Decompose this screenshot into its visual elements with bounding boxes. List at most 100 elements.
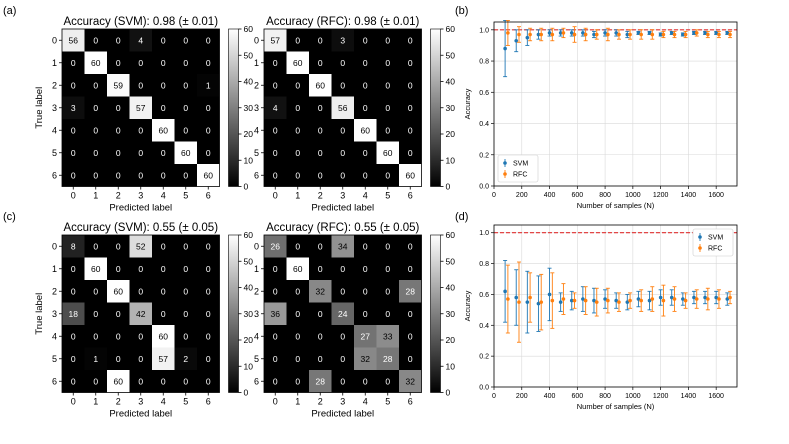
cm-cell	[376, 164, 399, 187]
cm-cell-value: 0	[340, 148, 345, 158]
data-point	[636, 31, 641, 35]
cm-cell	[107, 280, 130, 303]
cm-cell	[197, 51, 220, 74]
cm-cell-value: 0	[340, 58, 345, 68]
cm-cell-value: 60	[293, 264, 303, 274]
cm-cell-value: 24	[338, 309, 348, 319]
cm-cell-value: 0	[363, 170, 368, 180]
data-point	[658, 32, 663, 37]
cm-cell-value: 60	[114, 376, 124, 386]
cm-cell	[376, 370, 399, 393]
legend-label: SVM	[708, 235, 723, 242]
colorbar-tick-label: 40	[244, 77, 254, 87]
cm-cell-value: 0	[116, 58, 121, 68]
data-point	[536, 301, 541, 306]
cm-cell-value: 0	[363, 35, 368, 45]
cm-cell	[62, 51, 85, 74]
x-tick-label: 0	[71, 397, 76, 407]
cm-cell-value: 59	[114, 80, 124, 90]
cm-cell-value: 0	[273, 125, 278, 135]
cm-cell-value: 0	[161, 286, 166, 296]
data-point	[672, 297, 677, 301]
cm-cell	[84, 235, 107, 258]
cm-cell-value: 0	[273, 286, 278, 296]
cm-cell-value: 0	[273, 80, 278, 90]
data-point	[728, 32, 732, 37]
cm-cell-value: 0	[161, 309, 166, 319]
cm-cell	[354, 96, 377, 119]
cm-cell-value: 0	[295, 35, 300, 45]
cm-cell	[354, 141, 377, 164]
colorbar-tick-label: 10	[244, 361, 254, 371]
y-tick-label: 2	[52, 80, 57, 90]
data-point	[603, 297, 607, 301]
cm-cell-value: 34	[338, 241, 348, 251]
colorbar-tick-label: 50	[244, 50, 254, 60]
cm-cell-value: 2	[183, 354, 188, 364]
cm-cell	[152, 325, 175, 348]
cm-cell-value: 0	[161, 376, 166, 386]
cm-cell	[331, 119, 354, 142]
data-point	[681, 297, 685, 301]
cm-cell-value: 0	[295, 309, 300, 319]
y-tick-label: 3	[254, 103, 259, 113]
data-point	[647, 31, 652, 35]
cm-cell	[286, 74, 309, 97]
cm-cell-value: 0	[116, 309, 121, 319]
cm-cell-value: 0	[183, 125, 188, 135]
cm-cell	[197, 302, 220, 325]
cm-cell	[286, 119, 309, 142]
cm-cell-value: 0	[340, 170, 345, 180]
cm-cell-value: 3	[71, 103, 76, 113]
y-tick-label: 4	[52, 125, 57, 135]
cm-cell	[309, 280, 332, 303]
cm-cell	[286, 51, 309, 74]
cm-cell	[107, 164, 130, 187]
y-tick-label: 1	[254, 264, 259, 274]
cm-cell	[309, 119, 332, 142]
cm-cell-value: 0	[295, 286, 300, 296]
data-point	[606, 32, 610, 37]
panel-label-d: (d)	[455, 211, 468, 223]
cm-cell-value: 0	[385, 35, 390, 45]
cm-cell-value: 0	[161, 170, 166, 180]
data-point	[706, 32, 710, 37]
cm-cell	[152, 74, 175, 97]
cm-cell-value: 0	[408, 58, 413, 68]
cm-cell-value: 0	[93, 331, 98, 341]
cm-cell-value: 0	[206, 331, 211, 341]
cm-cell-value: 60	[316, 80, 326, 90]
cm-cell	[286, 325, 309, 348]
data-point	[728, 295, 732, 300]
cm-cell-value: 52	[136, 241, 146, 251]
data-point	[614, 31, 618, 35]
cm-cell-value: 0	[273, 170, 278, 180]
x-tick-label: 4	[161, 397, 166, 407]
cm-cell	[84, 141, 107, 164]
cm-cell	[309, 302, 332, 325]
cm-cell-value: 0	[161, 80, 166, 90]
cm-cell	[286, 257, 309, 280]
colorbar-tick-label: 50	[446, 256, 456, 266]
cm-cell	[399, 302, 422, 325]
cm-cell	[197, 347, 220, 370]
cm-cell	[309, 164, 332, 187]
data-point	[581, 31, 585, 35]
x-axis-label: Predicted label	[109, 203, 172, 214]
x-tick-label: 5	[385, 397, 390, 407]
cm-cell-value: 0	[93, 309, 98, 319]
data-point	[561, 297, 566, 301]
cm-cell	[309, 235, 332, 258]
cm-cell	[286, 280, 309, 303]
cm-cell	[331, 74, 354, 97]
cm-cell-value: 60	[114, 286, 124, 296]
data-point	[639, 32, 643, 37]
cm-cell	[152, 280, 175, 303]
cm-cell	[197, 96, 220, 119]
data-point	[628, 298, 632, 303]
cm-cell-value: 0	[116, 170, 121, 180]
cm-cell	[197, 119, 220, 142]
data-point	[528, 32, 532, 37]
cm-cell	[354, 29, 377, 52]
cm-cell	[309, 347, 332, 370]
